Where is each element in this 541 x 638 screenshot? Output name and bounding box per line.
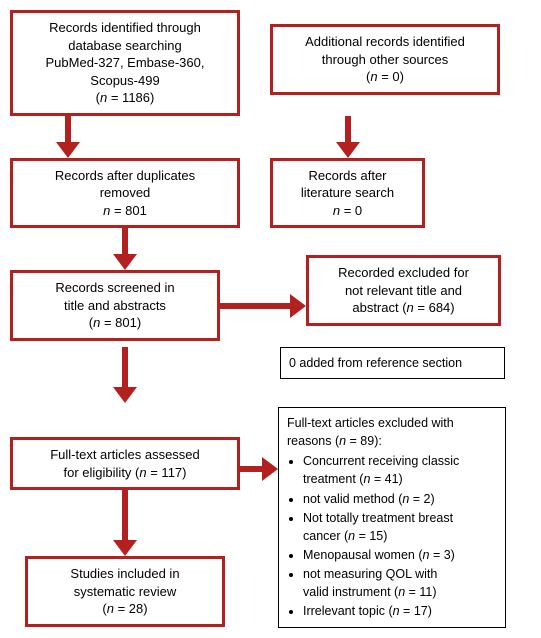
text: abstract ( [352, 300, 406, 315]
text: Records after [308, 168, 386, 183]
box-fulltext-assessed: Full-text articles assessed for eligibil… [10, 437, 240, 490]
text: through other sources [322, 52, 448, 67]
text: Full-text articles assessed [50, 447, 200, 462]
box-records-screened: Records screened in title and abstracts … [10, 270, 220, 341]
list-item: Concurrent receiving classic treatment (… [303, 452, 497, 488]
row-screened: Records screened in title and abstracts … [10, 270, 531, 341]
text: title and abstracts [64, 298, 166, 313]
row-ref-added: 0 added from reference section [10, 347, 531, 403]
arrow-down-icon [113, 347, 137, 403]
arrow-right-icon [220, 294, 306, 318]
box-after-duplicates: Records after duplicates removed n = 801 [10, 158, 240, 229]
arrow-down-icon [113, 228, 137, 270]
arrow-right-icon [240, 457, 278, 481]
text: 0 added from reference section [289, 356, 462, 370]
text: Records identified through [49, 20, 201, 35]
text: = 0) [378, 69, 404, 84]
text: = 117) [147, 465, 187, 480]
text: for eligibility ( [64, 465, 140, 480]
text: = 684) [414, 300, 455, 315]
reasons-list: Concurrent receiving classic treatment (… [287, 452, 497, 620]
box-excluded-title-abstract: Recorded excluded for not relevant title… [306, 255, 501, 326]
arrow-down-icon [56, 116, 80, 158]
box-additional-records: Additional records identified through ot… [270, 24, 500, 95]
text: Records screened in [55, 280, 174, 295]
box-records-identified: Records identified through database sear… [10, 10, 240, 116]
text: = 801 [110, 203, 147, 218]
box-fulltext-excluded: Full-text articles excluded with reasons… [278, 407, 506, 628]
list-item: not measuring QOL with valid instrument … [303, 565, 497, 601]
list-item: Irrelevant topic (n = 17) [303, 602, 497, 620]
n-label: n [370, 69, 377, 84]
text: = 28) [114, 601, 148, 616]
text: reasons ( [287, 434, 339, 448]
list-item: Not totally treatment breast cancer (n =… [303, 509, 497, 545]
text: = 801) [100, 315, 141, 330]
text: systematic review [74, 584, 177, 599]
text: database searching [68, 38, 181, 53]
text: = 1186) [107, 90, 154, 105]
text: Recorded excluded for [338, 265, 469, 280]
box-studies-included: Studies included in systematic review (n… [25, 556, 225, 627]
text: Records after duplicates [55, 168, 195, 183]
arrow-down-icon [336, 116, 360, 158]
text: not relevant title and [345, 283, 462, 298]
n-label: n [107, 601, 114, 616]
list-item: Menopausal women (n = 3) [303, 546, 497, 564]
text: = 89): [346, 434, 382, 448]
text: literature search [301, 185, 394, 200]
text: Scopus-499 [90, 73, 159, 88]
n-label: n [139, 465, 146, 480]
row-fulltext: Full-text articles assessed for eligibil… [10, 407, 531, 628]
row-after-duplicates: Records after duplicates removed n = 801… [10, 158, 531, 229]
box-after-literature: Records after literature search n = 0 [270, 158, 425, 229]
text: Full-text articles excluded with [287, 416, 454, 430]
row-identification: Records identified through database sear… [10, 10, 531, 116]
n-label: n [407, 300, 414, 315]
text: PubMed-327, Embase-360, [46, 55, 205, 70]
text: Additional records identified [305, 34, 465, 49]
text: Studies included in [70, 566, 179, 581]
box-ref-added: 0 added from reference section [280, 347, 505, 379]
arrow-down-icon [113, 490, 137, 556]
text: removed [100, 185, 151, 200]
n-label: n [333, 203, 340, 218]
list-item: not valid method (n = 2) [303, 490, 497, 508]
arrows-row1 [10, 116, 531, 158]
text: = 0 [340, 203, 362, 218]
